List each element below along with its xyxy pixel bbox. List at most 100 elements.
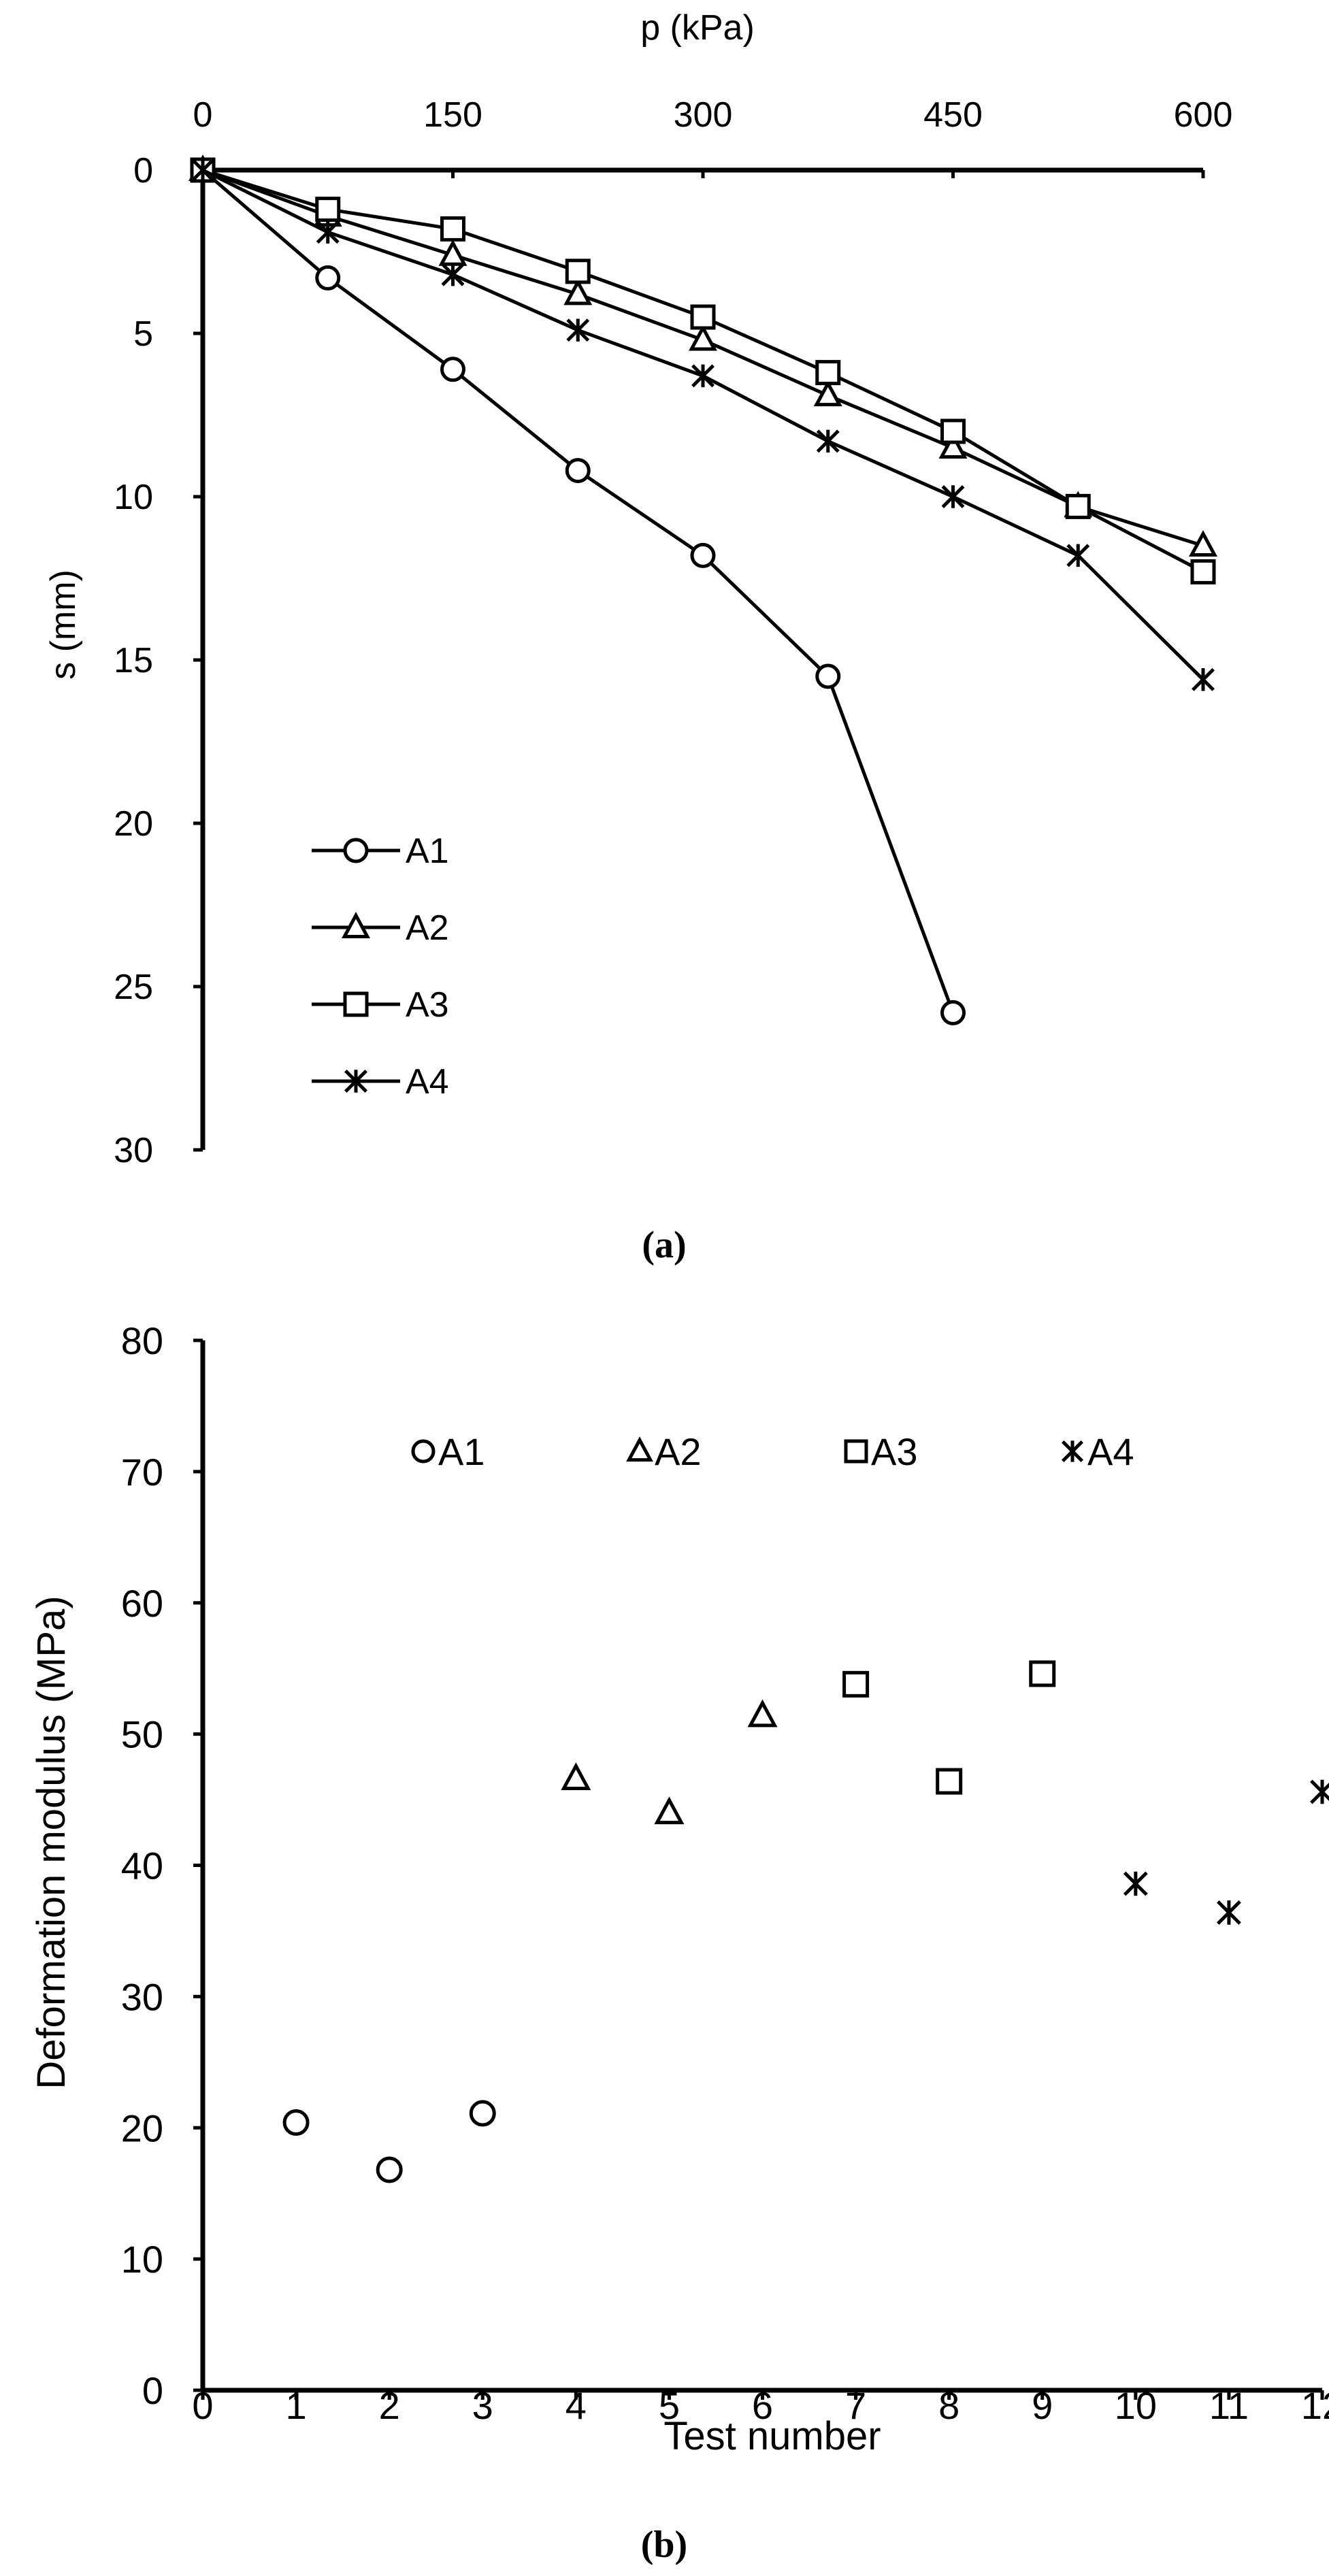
chart-b-y-tick-label: 10 [121,2238,163,2281]
chart-a-point-A3 [440,216,465,242]
chart-b-y-tick-label: 30 [121,1975,163,2018]
chart-a-point-A3 [690,304,716,330]
chart-a-legend-item-A1: A1 [312,831,449,871]
chart-b-series [282,1660,1329,2183]
chart-b-x-tick-label: 9 [1032,2384,1053,2427]
chart-b-x-axis-label: Test number [663,2414,881,2458]
chart-a-legend-label: A4 [406,1062,449,1102]
chart-b-point-A1 [282,2109,310,2136]
chart-a-legend-marker [343,991,369,1017]
chart-a-legend-marker [344,1070,367,1093]
chart-a-point-A3 [815,360,841,386]
chart-b-legend-item-A4: A4 [1061,1430,1134,1473]
chart-a-point-A3 [940,418,966,444]
chart-b-legend-item-A3: A3 [844,1430,918,1473]
chart-a-series-A4 [191,159,1215,691]
chart-a-y-tick-label: 15 [114,641,153,680]
chart-b-point-A2 [561,1762,591,1790]
chart-a-point-A4 [1066,544,1090,567]
chart-a-point-A4 [1192,667,1215,691]
chart-a-point-A2 [563,278,593,306]
chart-b-legend-label: A1 [438,1430,485,1473]
chart-b-y-tick-label: 60 [121,1582,163,1625]
chart-b-point-A2 [747,1699,778,1728]
chart-a-y-tick-label: 30 [114,1131,153,1170]
chart-b-legend-label: A3 [871,1430,918,1473]
chart-a-point-A3 [1190,559,1216,584]
chart-b-x-tick-label: 10 [1115,2384,1157,2427]
chart-b-x-tick-label: 7 [845,2384,866,2427]
chart-b-point-A2 [654,1796,685,1825]
chart-b-point-A1 [376,2156,403,2183]
chart-b-x-tick-label: 11 [1209,2384,1249,2427]
chart-a-point-A2 [689,324,717,351]
chart-b-axes: 012345678910111201020304050607080 [121,1319,1329,2427]
chart-a-settlement-curve: p (kPa) s (mm) 0 150 300 450 600 0 5 10 15 20 25 30… [44,8,1232,1170]
chart-a-legend-label: A3 [406,985,449,1025]
chart-b-legend-item-A1: A1 [411,1430,485,1473]
chart-a-point-A4 [941,485,965,508]
chart-a-point-A1 [940,1000,966,1025]
chart-b-x-tick-label: 5 [659,2384,680,2427]
chart-b-x-tick-label: 3 [472,2384,493,2427]
chart-b-legend-label: A4 [1087,1430,1134,1473]
chart-b-legend: A1 A2 A3 A4 [411,1430,1134,1473]
chart-a-point-A1 [565,458,591,484]
chart-a-legend-item-A4: A4 [312,1062,449,1102]
chart-a-point-A2 [938,432,968,459]
chart-b-series-A4 [1123,1779,1329,1925]
chart-a-y-tick-label: 5 [133,314,153,354]
chart-b-x-tick-label: 6 [752,2384,773,2427]
chart-a-point-A2 [813,380,842,407]
chart-a-point-A1 [315,265,341,291]
chart-a-point-A4 [691,364,715,388]
chart-b-series-A2 [561,1699,778,1825]
chart-b-x-tick-label: 12 [1301,2384,1329,2427]
chart-a-point-A1 [690,542,716,568]
chart-b-x-tick-label: 2 [379,2384,400,2427]
chart-b-legend-marker [411,1439,436,1464]
chart-b-deformation-modulus: Test number Deformation modulus (MPa) 0 1… [29,1319,1329,2458]
chart-a-legend-marker [343,838,369,863]
chart-b-point-A3 [936,1768,963,1795]
chart-a-point-A4 [816,429,840,453]
chart-a-point-A3 [565,259,591,284]
chart-a-legend-item-A3: A3 [312,985,449,1025]
chart-b-legend-label: A2 [655,1430,702,1473]
chart-a-point-A4 [566,318,590,342]
chart-a-point-A1 [440,357,465,382]
chart-b-y-tick-label: 0 [142,2369,163,2412]
chart-b-x-tick-label: 4 [565,2384,587,2427]
chart-a-legend-marker [342,912,370,938]
chart-b-point-A4 [1217,1900,1241,1925]
chart-b-legend-marker [626,1436,653,1462]
chart-b-point-A4 [1123,1871,1148,1896]
chart-a-y-axis-label: s (mm) [44,569,83,680]
chart-a-point-A3 [1065,493,1091,519]
chart-a-y-tick-label: 10 [114,478,153,517]
chart-b-series-A1 [282,2100,496,2183]
caption-b: (b) [641,2524,687,2566]
chart-b-x-tick-label: 1 [286,2384,307,2427]
chart-a-point-A4 [441,263,465,286]
chart-a-point-A3 [315,197,341,222]
chart-b-y-tick-label: 50 [121,1713,163,1756]
chart-a-x-axis-label: p (kPa) [640,8,755,48]
chart-a-series [188,154,1217,1025]
chart-a-y-tick-label: 0 [133,151,153,191]
chart-b-legend-marker [844,1439,868,1464]
chart-a-legend-item-A2: A2 [312,908,449,948]
chart-b-point-A1 [469,2100,496,2127]
chart-a-legend: A1 A2 A3 A4 [312,831,449,1102]
chart-b-point-A3 [842,1670,870,1698]
chart-a-axes: 0 150 300 450 600 0 5 10 15 20 25 30 [114,95,1232,1170]
chart-b-point-A4 [1310,1779,1329,1804]
chart-a-point-A4 [191,159,214,182]
chart-a-point-A4 [316,220,340,244]
chart-a-y-tick-label: 20 [114,804,153,844]
chart-b-y-tick-label: 80 [121,1319,163,1362]
chart-b-y-tick-label: 20 [121,2107,163,2149]
chart-b-legend-marker [1061,1440,1084,1463]
chart-a-x-tick-label: 600 [1174,95,1233,135]
